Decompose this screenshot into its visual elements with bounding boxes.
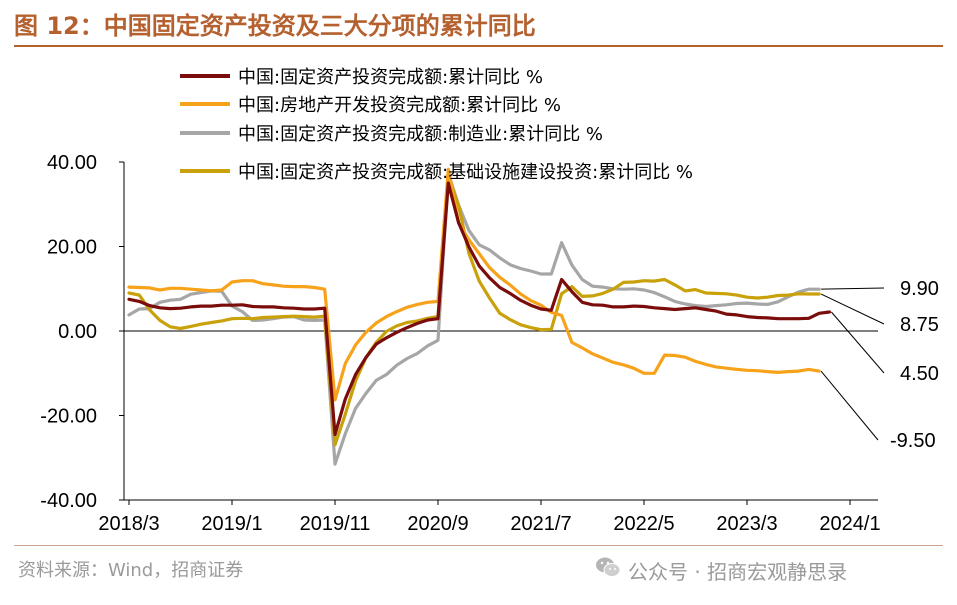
leader-line-0 <box>831 311 885 374</box>
x-tick-label: 2024/1 <box>819 513 880 535</box>
end-label-0: 4.50 <box>900 363 939 385</box>
end-label-1: -9.50 <box>890 430 936 452</box>
x-tick-label: 2019/11 <box>300 513 371 535</box>
end-labels: 4.50 -9.50 9.90 8.75 <box>820 278 939 452</box>
x-tick-label: 2022/5 <box>613 513 674 535</box>
series-line-0 <box>127 181 832 437</box>
legend: 中国:固定资产投资完成额:累计同比 % 中国:房地产开发投资完成额:累计同比 % 中… <box>180 67 693 183</box>
series-layer <box>127 167 832 466</box>
series-line-2 <box>127 171 821 466</box>
series-line-3 <box>127 174 821 447</box>
footer-divider <box>14 545 943 546</box>
y-tick-label: -40.00 <box>40 490 97 512</box>
y-tick-label: 20.00 <box>47 237 97 259</box>
x-tick-label: 2023/3 <box>716 513 777 535</box>
wechat-icon <box>596 557 621 577</box>
watermark: 公众号 · 招商宏观静思录 <box>628 560 848 584</box>
x-tick-label: 2019/1 <box>201 513 262 535</box>
y-tick-label: 40.00 <box>47 152 97 174</box>
legend-label-0: 中国:固定资产投资完成额:累计同比 % <box>238 67 543 88</box>
x-tick-label: 2020/9 <box>407 513 468 535</box>
legend-label-2: 中国:固定资产投资完成额:制造业:累计同比 % <box>238 124 603 145</box>
leader-line-1 <box>820 370 879 441</box>
end-label-3: 8.75 <box>900 314 939 336</box>
legend-label-3: 中国:固定资产投资完成额:基础设施建设投资:累计同比 % <box>238 162 693 183</box>
chart-title: 图 12：中国固定资产投资及三大分项的累计同比 <box>14 12 536 40</box>
legend-label-1: 中国:房地产开发投资完成额:累计同比 % <box>238 95 561 116</box>
title-underline <box>14 45 943 47</box>
x-tick-label: 2018/3 <box>98 513 159 535</box>
end-label-2: 9.90 <box>900 278 939 300</box>
source-note: 资料来源：Wind，招商证券 <box>18 560 244 581</box>
x-tick-label: 2021/7 <box>510 513 571 535</box>
y-tick-label: -20.00 <box>40 406 97 428</box>
series-line-1 <box>127 167 821 402</box>
y-tick-label: 0.00 <box>58 321 97 343</box>
leader-line-3 <box>820 293 885 325</box>
leader-line-2 <box>821 287 885 290</box>
